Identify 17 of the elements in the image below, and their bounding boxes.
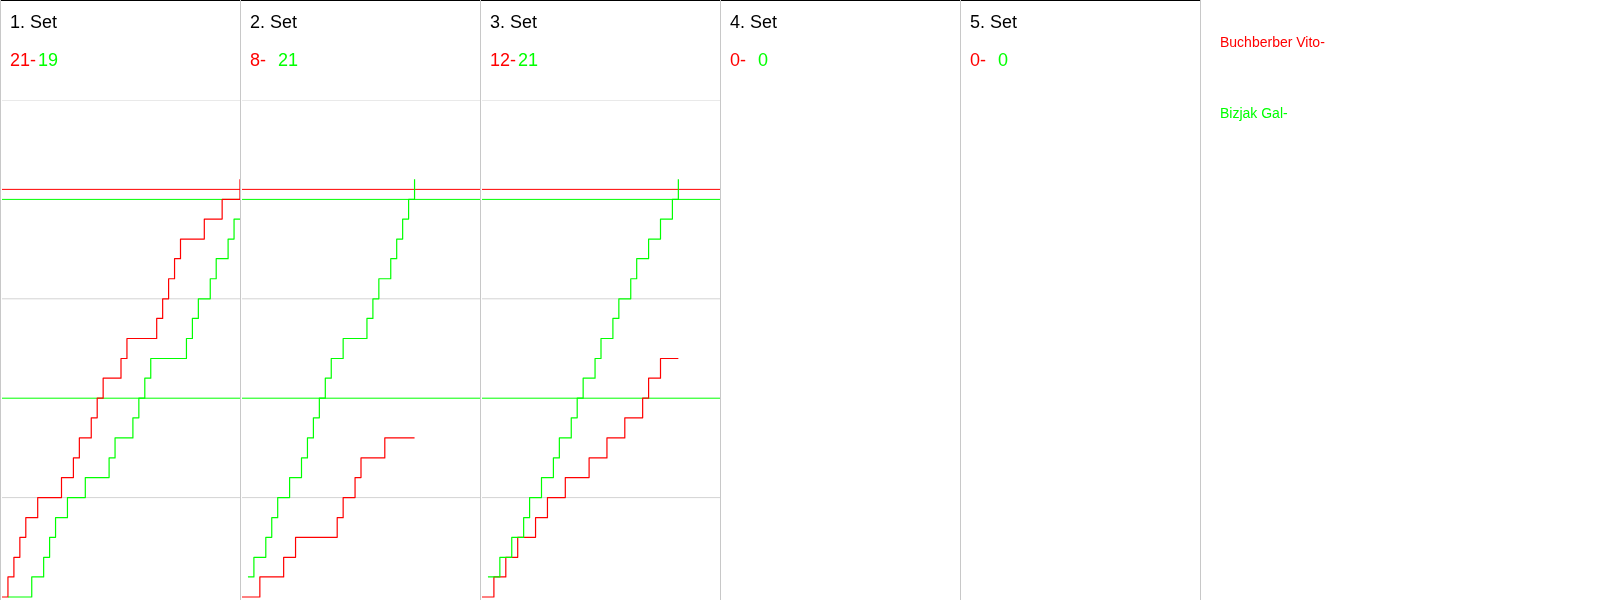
chart-title: 3. Set xyxy=(490,12,538,33)
text: 0 xyxy=(998,50,1009,71)
text: 21 xyxy=(518,50,539,71)
text: 5. Set xyxy=(970,12,1018,33)
text: 21 xyxy=(278,50,299,71)
chart-title: 1. Set xyxy=(10,12,58,33)
text: Bizjak Gal- xyxy=(1220,105,1288,121)
text: Buchberber Vito- xyxy=(1220,34,1325,50)
text: 8- xyxy=(250,50,267,71)
chart-title: 2. Set xyxy=(250,12,298,33)
text: 0- xyxy=(730,50,747,71)
text: 21- xyxy=(10,50,37,71)
text: 19 xyxy=(38,50,59,71)
text: 0- xyxy=(970,50,987,71)
text: 0 xyxy=(758,50,769,71)
text: 4. Set xyxy=(730,12,778,33)
text: 12- xyxy=(490,50,517,71)
